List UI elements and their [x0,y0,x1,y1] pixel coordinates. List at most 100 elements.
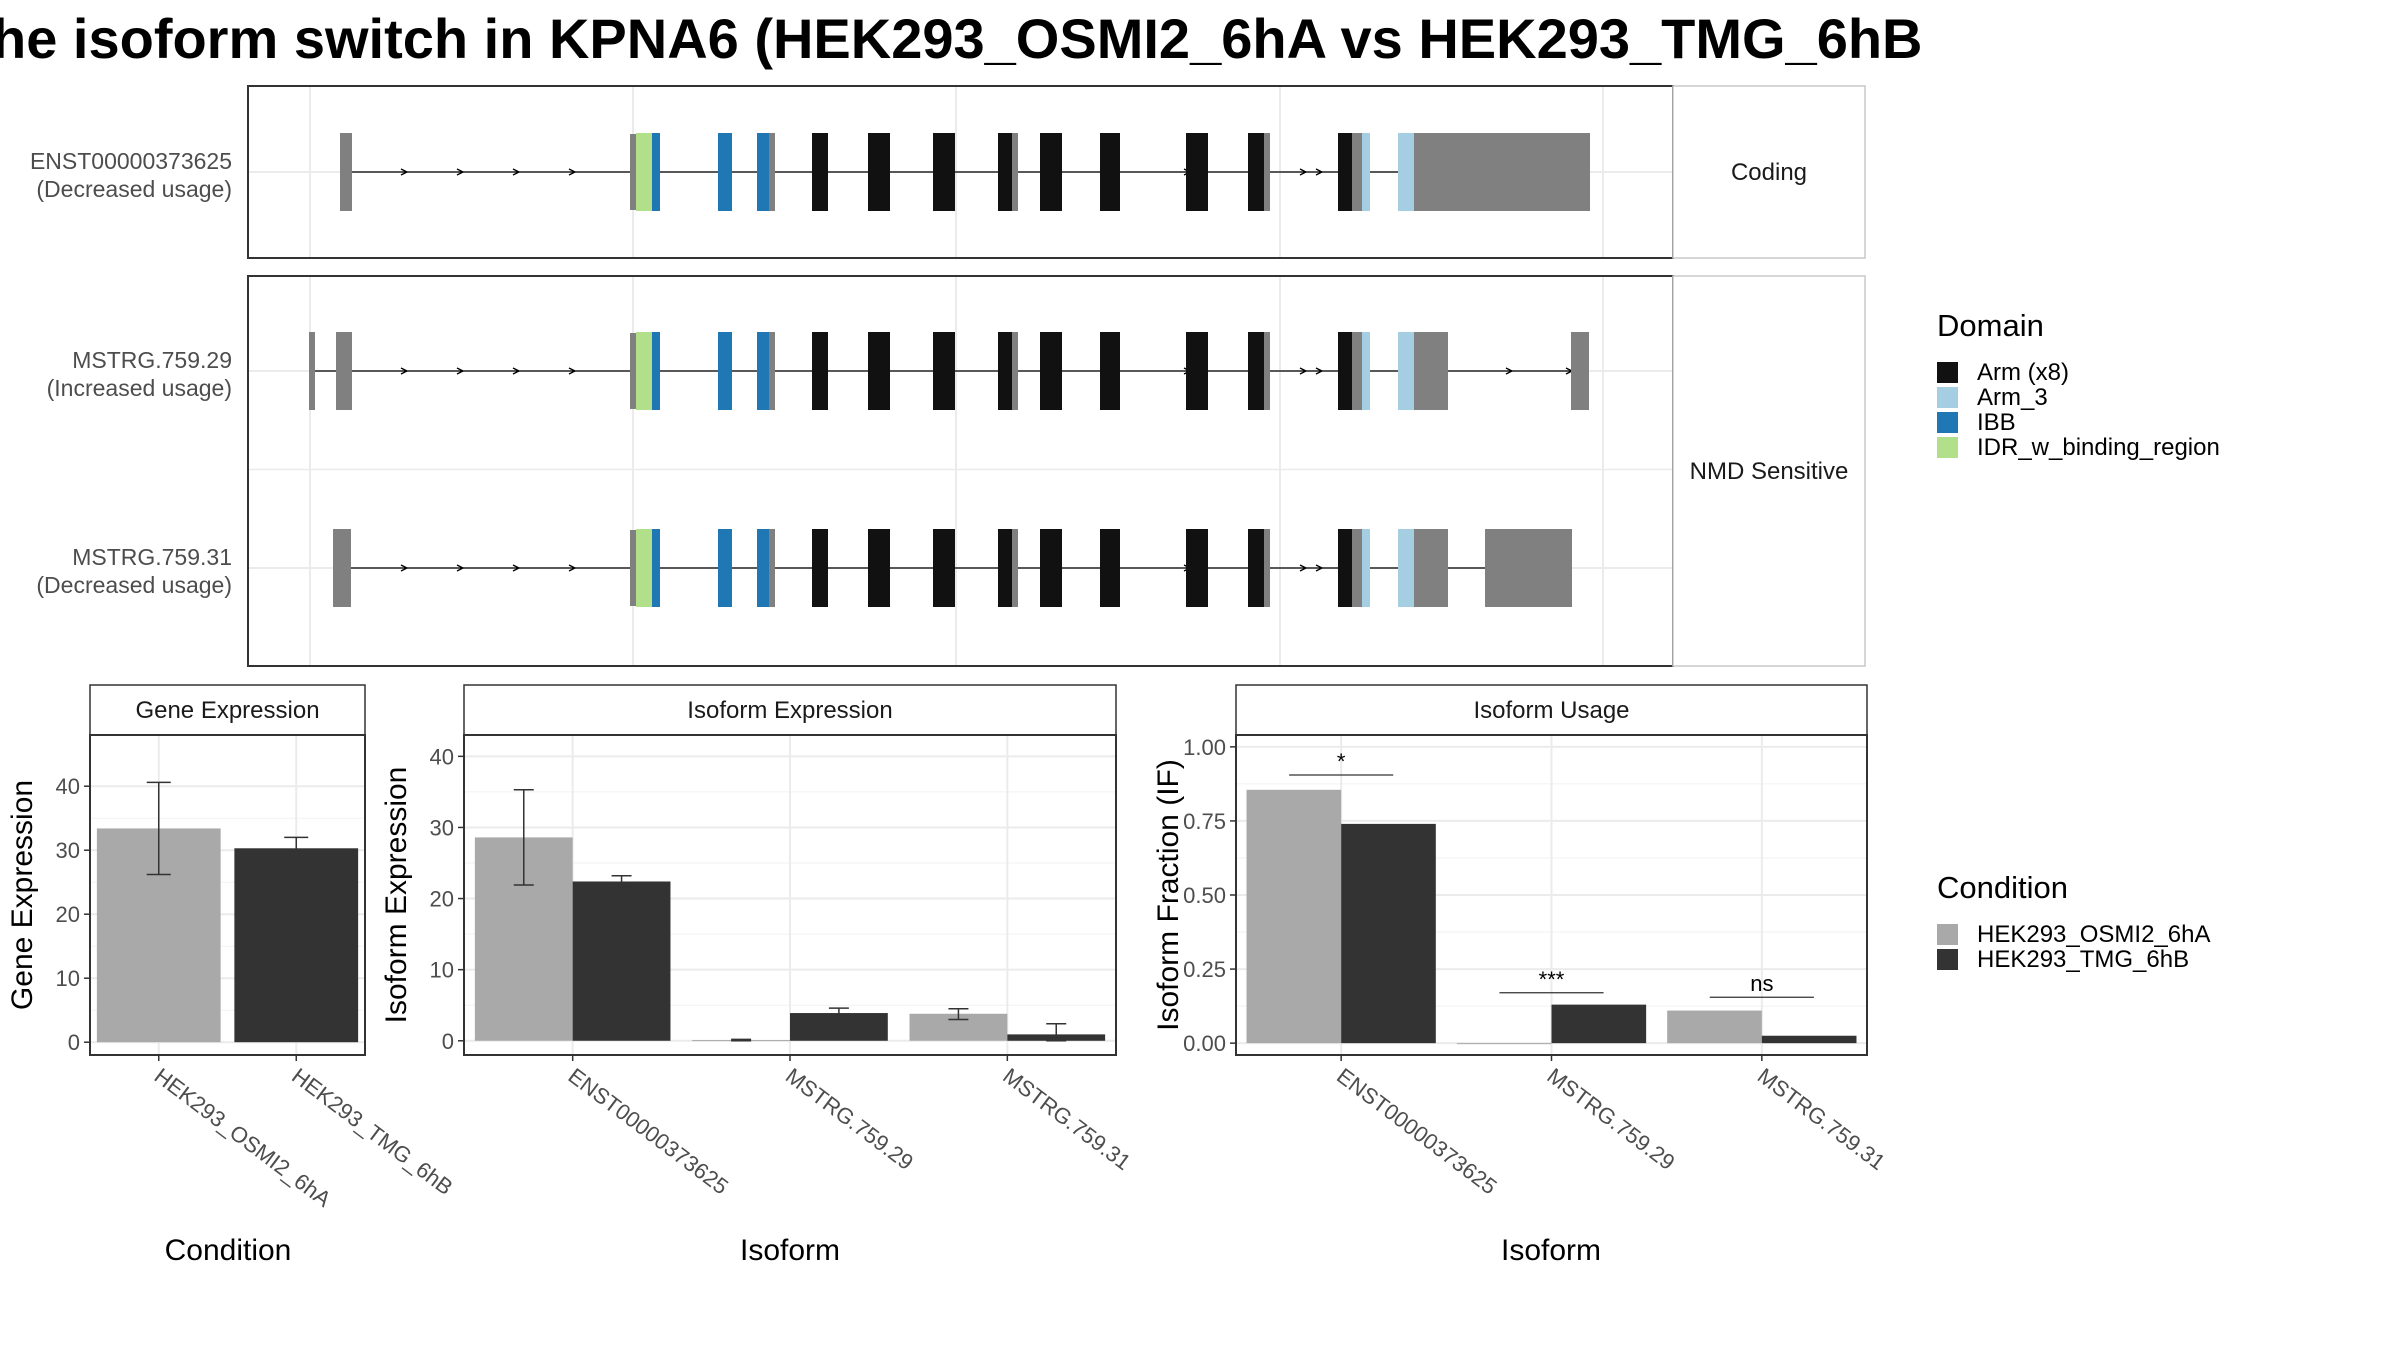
legend-label: Arm_3 [1977,384,2048,411]
facet-strip [1672,275,1866,667]
x-tick-label: MSTRG.759.29 [781,1063,918,1175]
domain-block [718,529,732,607]
x-axis-title: Isoform [1501,1234,1601,1267]
domain-block [652,133,660,211]
utr-exon [1571,332,1589,410]
y-tick-label: 10 [56,966,80,991]
domain-block [1100,133,1120,211]
y-tick-label: 20 [56,902,80,927]
domain-block [636,332,652,410]
bar [1341,823,1436,1044]
legend-label: HEK293_OSMI2_6hA [1977,921,2210,948]
transcript-id-label: MSTRG.759.29 [72,347,232,373]
domain-block [933,529,955,607]
domain-block [757,529,769,607]
domain-block [998,332,1012,410]
y-tick-label: 40 [430,744,454,769]
direction-arrow [568,564,577,572]
utr-exon [309,332,315,410]
significance-label: *** [1539,967,1565,992]
plot-border [89,734,366,1056]
domain-block [718,332,732,410]
domain-block [652,529,660,607]
panel-background [248,276,1673,666]
bar [234,848,359,1043]
domain-block [998,133,1012,211]
plot-border [1235,734,1868,1056]
domain-block [1248,133,1264,211]
y-tick-label: 30 [56,838,80,863]
transcript-usage-label: (Increased usage) [47,375,232,401]
direction-arrow [456,564,465,572]
domain-block [868,529,884,607]
transcript-id-label: MSTRG.759.31 [72,544,232,570]
domain-block [868,133,884,211]
direction-arrow [1505,367,1514,375]
y-tick-label: 10 [430,958,454,983]
domain-block [1100,529,1120,607]
utr-exon [340,133,352,211]
facet-strip-label: NMD Sensitive [1690,458,1849,485]
direction-arrow [1299,367,1308,375]
y-tick-label: 0 [68,1030,80,1055]
panel-title: Isoform Expression [687,697,892,724]
facet-strip [1672,85,1866,259]
domain-block [1012,332,1018,410]
domain-block [1040,529,1062,607]
domain-block [1264,529,1270,607]
domain-block [1186,529,1208,607]
y-axis-title: Gene Expression [6,780,39,1010]
domain-block [1362,332,1370,410]
direction-arrow [400,564,409,572]
utr-exon [1424,529,1448,607]
coding-exon [630,333,636,409]
domain-block [933,133,955,211]
domain-block [1352,332,1362,410]
domain-block [1352,529,1362,607]
bar [572,881,671,1041]
domain-block [1414,332,1424,410]
domain-block [1362,529,1370,607]
coding-exon [630,530,636,606]
domain-block [1352,133,1362,211]
domain-block [1012,529,1018,607]
domain-block [884,332,890,410]
domain-block [1398,133,1414,211]
domain-block [652,332,660,410]
legend-label: IDR_w_binding_region [1977,434,2220,461]
legend-swatch [1937,437,1958,458]
bar [1761,1035,1857,1044]
y-tick-label: 0.25 [1183,957,1226,982]
legend-swatch [1937,412,1958,433]
domain-block [1398,529,1414,607]
direction-arrow [512,367,521,375]
domain-block [1186,332,1208,410]
transcript-panel-nmd-sensitive: MSTRG.759.29(Increased usage) MSTRG.759.3… [36,275,1866,667]
domain-block [1100,332,1120,410]
domain-block [1338,529,1352,607]
domain-block [1186,133,1208,211]
utr-exon [1485,529,1572,607]
domain-block [769,133,775,211]
domain-block [998,529,1012,607]
y-tick-label: 0 [442,1029,454,1054]
direction-arrow [1315,564,1324,572]
panel-title: Isoform Usage [1473,697,1629,724]
direction-arrow [1299,168,1308,176]
domain-block [933,332,955,410]
x-axis-title: Condition [165,1234,292,1267]
domain-block [718,133,732,211]
gene-expression-chart: Gene Expression010203040HEK293_OSMI2_6hA… [6,684,458,1267]
direction-arrow [456,367,465,375]
transcript-usage-label: (Decreased usage) [36,176,232,202]
legend-swatch [1937,387,1958,408]
x-tick-label: ENST00000373625 [564,1063,733,1199]
legend-swatch [1937,949,1958,970]
y-tick-label: 0.75 [1183,809,1226,834]
y-tick-label: 20 [430,887,454,912]
plot-border [463,734,1117,1056]
x-axis-title: Isoform [740,1234,840,1267]
